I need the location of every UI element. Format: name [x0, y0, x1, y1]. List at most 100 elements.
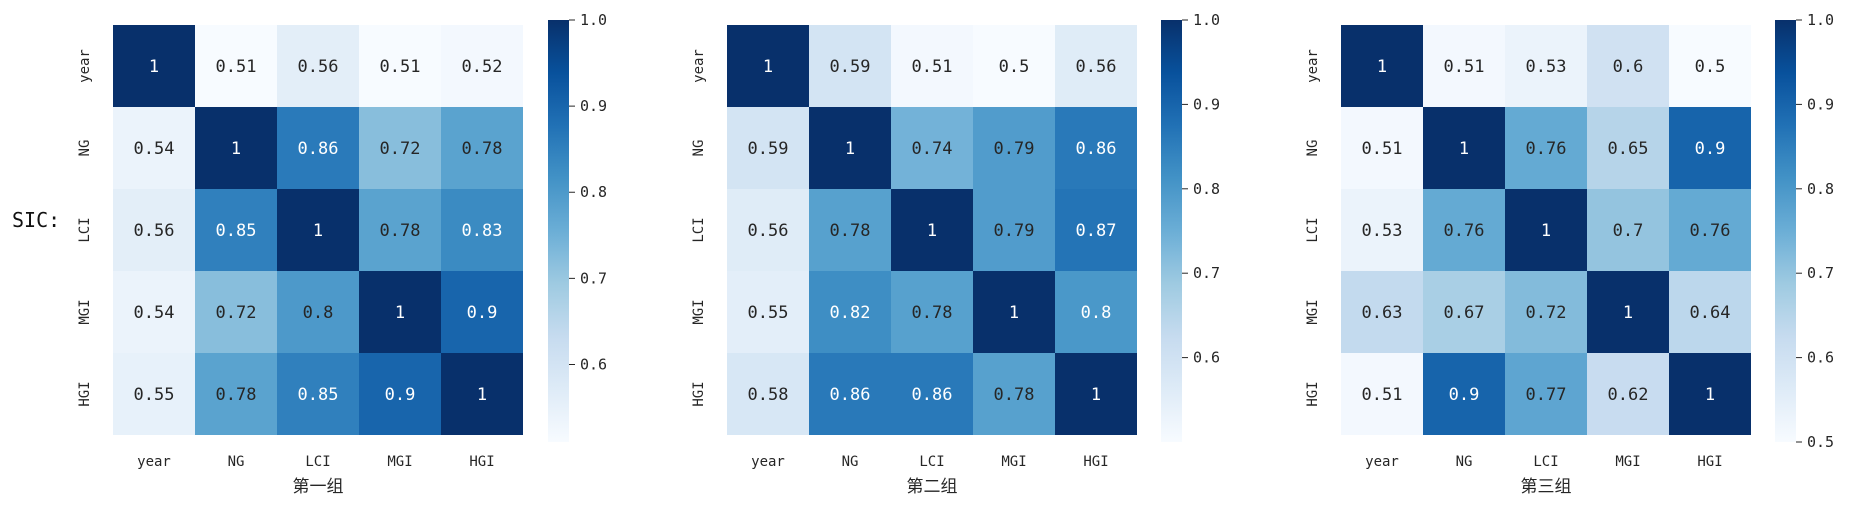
heatmap-cell: [1669, 25, 1751, 107]
x-tick-label: MGI: [1001, 454, 1026, 470]
heatmap-cell: [973, 25, 1055, 107]
heatmap-cell: [277, 189, 359, 271]
cell-value-label: 1: [477, 385, 487, 405]
heatmap-cell: [727, 271, 809, 353]
cell-value-label: 0.58: [748, 385, 789, 405]
heatmap-cell: [441, 271, 523, 353]
heatmap-cell: [727, 25, 809, 107]
heatmap-cell: [441, 353, 523, 435]
heatmap-cell: [1587, 271, 1669, 353]
heatmap-cell: [195, 25, 277, 107]
cell-value-label: 0.78: [380, 221, 421, 241]
cell-value-label: 0.5: [999, 57, 1030, 77]
cell-value-label: 0.51: [912, 57, 953, 77]
heatmap-cell: [195, 271, 277, 353]
x-tick-label: NG: [842, 454, 859, 470]
x-tick-label: LCI: [305, 454, 330, 470]
cell-value-label: 1: [395, 303, 405, 323]
colorbar-tick-label: 1.0: [580, 11, 607, 29]
heatmap-cell: [1423, 107, 1505, 189]
heatmap-cell: [1669, 189, 1751, 271]
heatmap-cell: [809, 25, 891, 107]
colorbar-tick-label: 0.7: [1193, 264, 1220, 282]
x-tick-label: LCI: [1533, 454, 1558, 470]
cell-value-label: 0.51: [1444, 57, 1485, 77]
heatmap-cell: [973, 353, 1055, 435]
cell-value-label: 1: [1009, 303, 1019, 323]
cell-value-label: 1: [1705, 385, 1715, 405]
heatmap-cell: [891, 25, 973, 107]
colorbar: [1775, 20, 1796, 442]
cell-value-label: 0.78: [830, 221, 871, 241]
heatmap-cell: [113, 353, 195, 435]
cell-value-label: 0.86: [1076, 139, 1117, 159]
cell-value-label: 0.72: [380, 139, 421, 159]
cell-value-label: 0.9: [467, 303, 498, 323]
cell-value-label: 0.9: [385, 385, 416, 405]
cell-value-label: 0.79: [994, 221, 1035, 241]
heatmap-panel-1: 1 0.51 0.56 0.51 0.52 0.54 1 0.86 0.72 0.78 0.56 0.…: [77, 11, 607, 497]
heatmap-cell: [359, 189, 441, 271]
cell-value-label: 1: [845, 139, 855, 159]
x-tick-label: NG: [228, 454, 245, 470]
cell-value-label: 1: [1091, 385, 1101, 405]
cell-value-label: 0.78: [216, 385, 257, 405]
heatmap-cell: [1055, 107, 1137, 189]
heatmap-cell: [1505, 189, 1587, 271]
heatmap-cell: [277, 271, 359, 353]
cell-value-label: 0.9: [1449, 385, 1480, 405]
colorbar-tick-label: 1.0: [1193, 11, 1220, 29]
colorbar-tick-label: 0.8: [1807, 180, 1834, 198]
heatmap-cell: [441, 25, 523, 107]
y-tick-label: NG: [691, 140, 707, 157]
x-axis-title: 第二组: [907, 477, 958, 497]
cell-value-label: 0.86: [830, 385, 871, 405]
x-tick-label: NG: [1456, 454, 1473, 470]
y-tick-label: LCI: [77, 217, 93, 242]
heatmap-cell: [1423, 189, 1505, 271]
heatmap-cell: [1587, 107, 1669, 189]
cell-value-label: 0.78: [994, 385, 1035, 405]
heatmap-cell: [1341, 353, 1423, 435]
x-tick-label: MGI: [387, 454, 412, 470]
cell-value-label: 0.63: [1362, 303, 1403, 323]
cell-value-label: 0.56: [1076, 57, 1117, 77]
cell-value-label: 1: [149, 57, 159, 77]
heatmap-cell: [1423, 353, 1505, 435]
cell-value-label: 0.59: [748, 139, 789, 159]
heatmap-cell: [809, 107, 891, 189]
y-tick-label: LCI: [1305, 217, 1321, 242]
side-label: SIC:: [12, 208, 61, 232]
heatmap-cell: [1423, 25, 1505, 107]
heatmap-cell: [727, 107, 809, 189]
cell-value-label: 0.55: [748, 303, 789, 323]
heatmap-cell: [809, 189, 891, 271]
y-tick-label: year: [691, 49, 707, 83]
heatmap-cell: [891, 189, 973, 271]
cell-value-label: 0.76: [1526, 139, 1567, 159]
cell-value-label: 0.67: [1444, 303, 1485, 323]
cell-value-label: 0.85: [216, 221, 257, 241]
heatmap-cell: [441, 107, 523, 189]
heatmap-cell: [1505, 25, 1587, 107]
cell-value-label: 0.86: [912, 385, 953, 405]
cell-value-label: 0.51: [380, 57, 421, 77]
cell-value-label: 0.7: [1613, 221, 1644, 241]
cell-value-label: 0.53: [1526, 57, 1567, 77]
cell-value-label: 0.6: [1613, 57, 1644, 77]
colorbar-tick-label: 0.9: [1193, 95, 1220, 113]
heatmap-cell: [1055, 25, 1137, 107]
heatmap-cell: [1055, 353, 1137, 435]
heatmap-cell: [1341, 271, 1423, 353]
heatmap-cell: [891, 353, 973, 435]
cell-value-label: 0.9: [1695, 139, 1726, 159]
y-tick-label: NG: [77, 140, 93, 157]
cell-value-label: 0.82: [830, 303, 871, 323]
heatmap-cell: [1423, 271, 1505, 353]
heatmap-cell: [973, 189, 1055, 271]
cell-value-label: 0.77: [1526, 385, 1567, 405]
cell-value-label: 0.53: [1362, 221, 1403, 241]
y-tick-label: NG: [1305, 140, 1321, 157]
cell-value-label: 0.51: [1362, 139, 1403, 159]
cell-value-label: 1: [1541, 221, 1551, 241]
